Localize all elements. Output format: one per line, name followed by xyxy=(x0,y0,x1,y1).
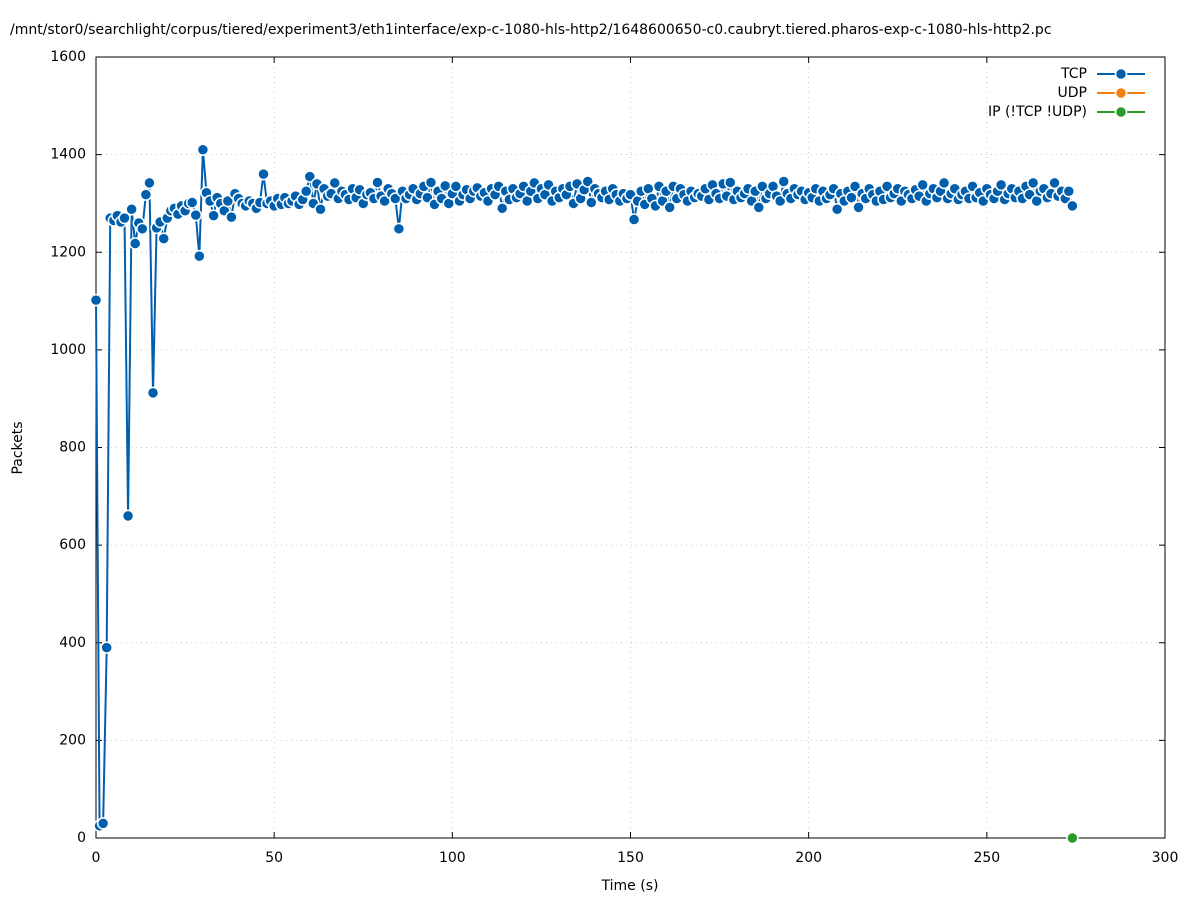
data-point xyxy=(100,641,113,654)
data-point xyxy=(585,196,598,209)
data-point xyxy=(852,201,865,214)
data-point xyxy=(196,143,210,156)
legend-marker xyxy=(1114,67,1128,81)
data-point xyxy=(937,176,951,190)
y-tick-label: 1200 xyxy=(50,244,86,260)
data-point xyxy=(225,210,238,224)
data-point xyxy=(146,386,160,400)
data-point xyxy=(495,202,509,215)
data-point xyxy=(724,176,737,189)
legend-label: UDP xyxy=(1058,85,1087,101)
data-point xyxy=(994,178,1008,192)
data-point xyxy=(143,176,156,190)
data-point xyxy=(125,203,138,216)
data-point xyxy=(371,176,384,189)
x-tick-label: 300 xyxy=(1152,850,1179,866)
data-point xyxy=(185,196,199,209)
data-point xyxy=(1066,199,1079,213)
data-point xyxy=(1026,176,1040,190)
y-axis-label: Packets xyxy=(10,421,26,474)
data-point xyxy=(303,170,317,183)
x-tick-label: 0 xyxy=(92,850,101,866)
data-point xyxy=(848,180,862,193)
chart-title: /mnt/stor0/searchlight/corpus/tiered/exp… xyxy=(10,22,1052,38)
data-point xyxy=(157,232,170,245)
data-point xyxy=(1048,176,1061,190)
y-tick-label: 200 xyxy=(59,732,86,748)
legend-label: IP (!TCP !UDP) xyxy=(988,104,1087,120)
data-point xyxy=(777,175,790,188)
x-tick-label: 150 xyxy=(617,850,644,866)
data-point xyxy=(139,188,153,201)
y-tick-label: 1000 xyxy=(50,342,86,358)
data-point xyxy=(1062,184,1076,198)
data-point xyxy=(299,184,313,198)
y-tick-label: 400 xyxy=(59,635,86,651)
x-tick-label: 100 xyxy=(439,850,466,866)
legend-label: TCP xyxy=(1060,66,1087,82)
legend-marker xyxy=(1114,86,1128,100)
x-tick-label: 50 xyxy=(265,850,283,866)
data-point xyxy=(1066,831,1079,845)
data-point xyxy=(314,203,327,216)
x-tick-label: 250 xyxy=(973,850,1000,866)
data-point xyxy=(916,178,929,192)
data-point xyxy=(328,176,341,190)
data-point xyxy=(581,175,594,188)
data-point xyxy=(207,209,220,222)
data-point xyxy=(845,191,858,204)
x-tick-label: 200 xyxy=(795,850,822,866)
series-line xyxy=(95,149,1074,828)
data-point xyxy=(627,213,641,226)
data-point xyxy=(663,201,676,214)
y-tick-label: 600 xyxy=(59,537,86,553)
data-point xyxy=(830,203,844,216)
legend-marker xyxy=(1114,105,1128,119)
x-axis-label: Time (s) xyxy=(601,878,659,894)
y-tick-label: 1400 xyxy=(50,147,86,163)
y-tick-label: 0 xyxy=(77,830,86,846)
data-point xyxy=(89,293,103,307)
data-point xyxy=(424,176,438,189)
data-point xyxy=(392,222,406,236)
data-point xyxy=(136,222,149,236)
y-tick-label: 800 xyxy=(59,440,86,456)
data-point xyxy=(128,237,142,250)
data-point xyxy=(189,208,203,222)
data-point xyxy=(121,509,135,523)
data-point xyxy=(193,249,206,263)
data-point xyxy=(257,167,270,181)
data-point xyxy=(752,201,766,214)
data-point xyxy=(118,211,131,225)
y-tick-label: 1600 xyxy=(50,49,86,65)
data-point xyxy=(96,817,110,830)
